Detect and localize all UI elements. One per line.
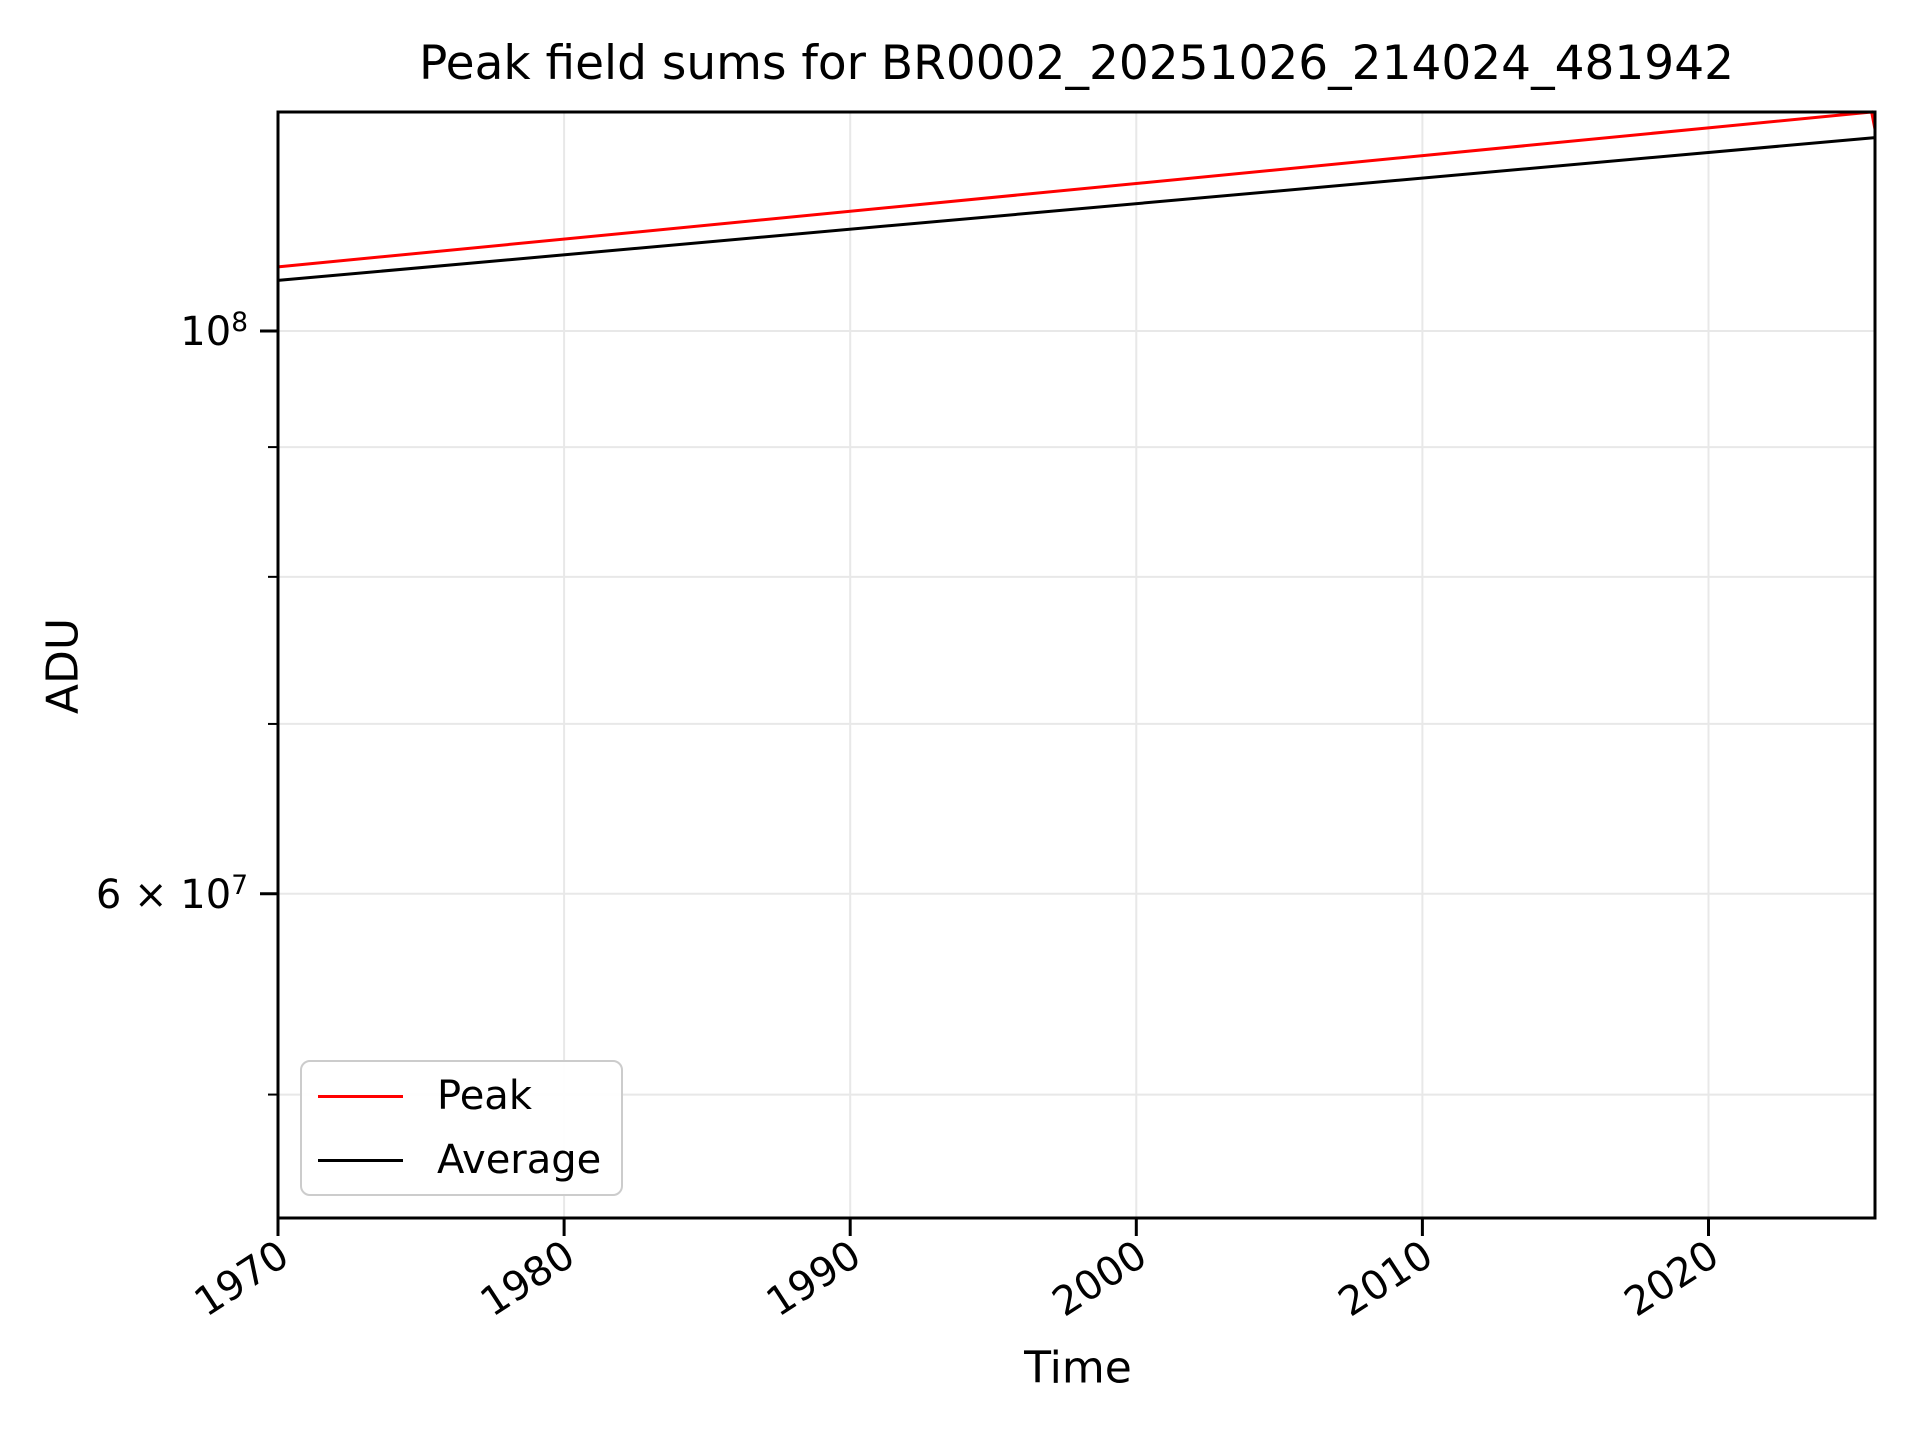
legend-row-average: Average: [302, 1128, 621, 1192]
legend-row-peak: Peak: [302, 1064, 621, 1128]
y-tick-label: 108: [180, 306, 248, 356]
x-axis-label: Time: [1024, 1342, 1132, 1394]
peak-line-sample: [318, 1094, 403, 1098]
legend: Peak Average: [300, 1060, 623, 1196]
y-tick-label: 6 × 107: [95, 869, 248, 918]
legend-label-peak: Peak: [437, 1073, 532, 1119]
plot-frame: [276, 110, 1877, 1220]
chart-title: Peak field sums for BR0002_20251026_2140…: [418, 36, 1734, 91]
average-line: [277, 136, 1876, 282]
average-line-sample: [318, 1158, 403, 1162]
peak-line: [277, 110, 1877, 269]
y-axis-label: ADU: [37, 617, 89, 715]
legend-label-average: Average: [437, 1137, 602, 1183]
